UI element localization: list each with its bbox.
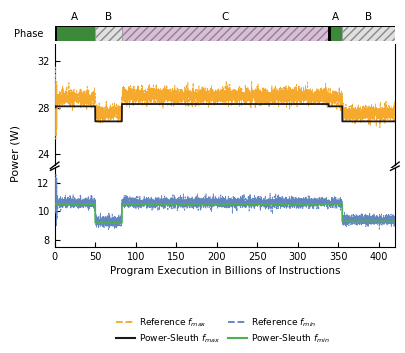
Text: Phase: Phase (14, 29, 43, 39)
Text: Power (W): Power (W) (10, 125, 20, 182)
Bar (328, 26, 331, 41)
Bar (55, 26, 95, 41)
Text: A: A (71, 12, 79, 22)
Bar (328, 26, 342, 41)
Bar (342, 26, 395, 41)
Text: C: C (222, 12, 229, 22)
Text: A: A (332, 12, 339, 22)
Bar (122, 26, 328, 41)
Text: B: B (365, 12, 372, 22)
Bar (55, 26, 57, 41)
Bar (95, 26, 122, 41)
X-axis label: Program Execution in Billions of Instructions: Program Execution in Billions of Instruc… (109, 266, 340, 276)
Text: B: B (105, 12, 112, 22)
Legend: Reference $f_{max}$, Power-Sleuth $f_{max}$, Reference $f_{min}$, Power-Sleuth $: Reference $f_{max}$, Power-Sleuth $f_{ma… (112, 313, 334, 348)
